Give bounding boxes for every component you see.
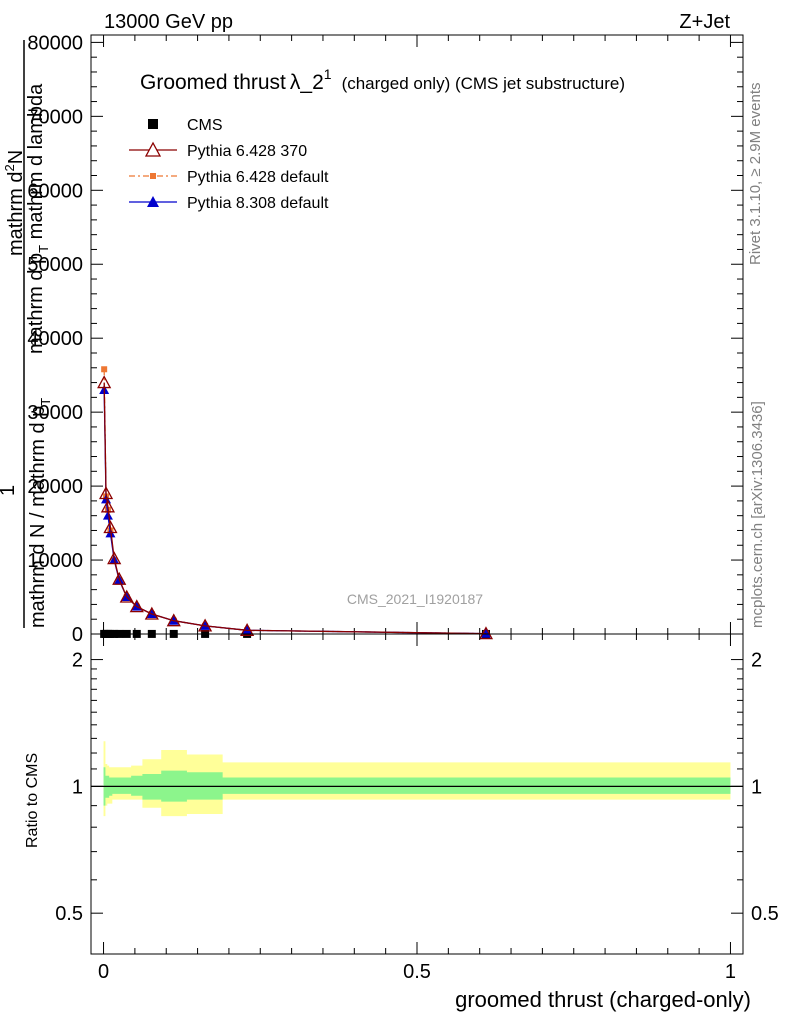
pythia6-default-point (101, 366, 108, 373)
main-ytick-label: 0 (72, 624, 83, 646)
mcplots-label: mcplots.cern.ch [arXiv:1306.3436] (749, 401, 766, 628)
analysis-watermark: CMS_2021_I1920187 (347, 591, 483, 607)
pythia8-point (102, 510, 113, 520)
legend-marker-small-square (150, 173, 156, 179)
legend-label: CMS (187, 117, 223, 134)
pythia6-370-point (103, 520, 118, 534)
main-title: Groomed thrust λ_21 (charged only) (CMS je… (140, 66, 625, 94)
legend-label: Pythia 8.308 default (187, 195, 329, 212)
ratio-ytick-label-right: 2 (751, 650, 762, 672)
ratio-xtick-label: 1 (725, 961, 736, 983)
y-label-denominator: mathrm d N / mathrm d pT (27, 398, 53, 628)
legend-label: Pythia 6.428 370 (187, 143, 307, 160)
pythia6-370-point (100, 499, 116, 513)
pythia6-370-point (198, 618, 213, 632)
ratio-bands (103, 741, 731, 817)
ratio-xtick-label: 0 (98, 961, 109, 983)
main-ytick-label: 40000 (27, 328, 83, 350)
ratio-x-axis: 0 0.5 1 (98, 634, 736, 983)
legend-marker-open-triangle (144, 141, 162, 157)
main-y-axis: 0 10000 20000 30000 40000 50000 60000 70000 8000… (27, 32, 743, 646)
ratio-y-label: Ratio to CMS (24, 753, 41, 848)
pythia6-370-point (97, 375, 112, 389)
y-label-one: 1 (0, 485, 19, 496)
ratio-ytick-label: 0.5 (55, 903, 83, 925)
rivet-label: Rivet 3.1.10, ≥ 2.9M events (747, 83, 764, 266)
pythia6-370-point (478, 626, 494, 640)
pythia6-370-point (166, 613, 181, 627)
ratio-ytick-label-right: 1 (751, 776, 762, 798)
pythia6-370-point (119, 589, 134, 603)
pythia6-370-point (98, 486, 114, 500)
header-right: Z+Jet (679, 11, 730, 33)
y-label-line1: mathrm d2N (2, 150, 27, 256)
pythia6-370-point (144, 606, 159, 620)
main-ytick-label: 70000 (27, 106, 83, 128)
main-x-ticks (103, 35, 731, 634)
pythia6-370-point (129, 599, 144, 613)
main-y-label: mathrm d2N mathrm d pT mathrm d lambda 1… (0, 40, 53, 628)
main-ytick-label: 30000 (27, 402, 83, 424)
pythia6-370-point (240, 622, 255, 636)
ratio-ytick-label: 1 (72, 776, 83, 798)
ratio-y-axis: 0.5 0.5 1 1 2 2 (55, 650, 779, 926)
y-label-line2: mathrm d pT mathrm d lambda (25, 83, 51, 354)
pythia6-370-point (112, 571, 127, 585)
legend-label: Pythia 6.428 default (187, 169, 329, 186)
legend-marker-filled-triangle (147, 196, 159, 207)
main-ytick-label: 60000 (27, 180, 83, 202)
legend-marker-cms (148, 119, 158, 129)
pythia6-370-point (107, 551, 122, 565)
ratio-xtick-label: 0.5 (403, 961, 431, 983)
ratio-ytick-label: 2 (72, 650, 83, 672)
ratio-ytick-label-right: 0.5 (751, 903, 779, 925)
main-ytick-label: 50000 (27, 254, 83, 276)
main-ytick-label: 10000 (27, 550, 83, 572)
title-main: Groomed thrust λ_21 (charged only) (CMS je… (140, 66, 625, 94)
main-ytick-label: 20000 (27, 476, 83, 498)
x-axis-label: groomed thrust (charged-only) (455, 987, 751, 1012)
pythia6-370-line (103, 382, 486, 635)
legend: CMS Pythia 6.428 370 Pythia 6.428 default P… (129, 117, 329, 212)
main-ytick-label: 80000 (27, 32, 83, 54)
header-left: 13000 GeV pp (104, 11, 233, 33)
